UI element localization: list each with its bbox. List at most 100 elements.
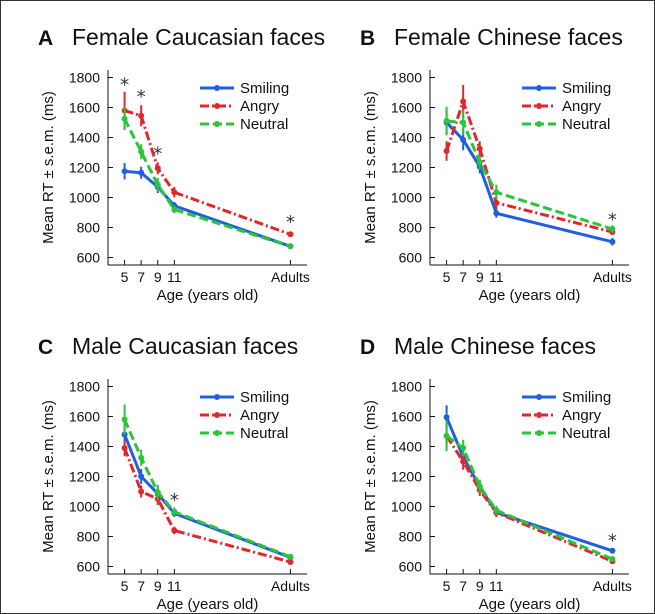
- y-tick-label: 1800: [391, 70, 422, 86]
- series-neutral-point: [609, 556, 616, 562]
- series-neutral-point: [121, 115, 128, 122]
- y-tick-label: 600: [399, 250, 423, 266]
- series-angry-point: [460, 98, 467, 105]
- series-angry-point: [154, 165, 161, 172]
- series-neutral-line: [446, 119, 613, 231]
- x-tick-label: 5: [443, 578, 451, 594]
- panel-letter: D: [360, 336, 375, 359]
- legend-marker-angry: [214, 103, 220, 109]
- y-tick-label: 1000: [391, 499, 422, 515]
- series-smiling-point: [493, 210, 500, 217]
- y-tick-label: 1600: [391, 409, 422, 425]
- x-axis-label: Age (years old): [157, 287, 259, 304]
- x-tick-label: 9: [154, 269, 162, 285]
- y-tick-label: 600: [77, 250, 101, 266]
- series-angry: [121, 439, 294, 565]
- y-tick-label: 1200: [69, 160, 100, 176]
- significance-marker: *: [286, 212, 295, 233]
- series-smiling-point: [138, 169, 145, 176]
- panel-title: Female Caucasian faces: [72, 24, 325, 50]
- x-tick-label: 11: [489, 578, 504, 594]
- x-tick-label: 9: [154, 578, 162, 594]
- series-neutral-point: [443, 433, 450, 439]
- panel-letter: C: [38, 336, 53, 359]
- legend-label-smiling: Smiling: [562, 80, 611, 97]
- x-tick-label: 11: [167, 578, 182, 594]
- panel-letter: B: [360, 27, 375, 50]
- legend-label-angry: Angry: [240, 407, 280, 424]
- significance-marker: *: [608, 531, 617, 552]
- y-tick-label: 1600: [391, 100, 422, 116]
- y-tick-label: 1000: [391, 190, 422, 206]
- legend-label-neutral: Neutral: [240, 425, 288, 442]
- series-smiling-line: [124, 169, 291, 248]
- series-angry-point: [171, 527, 178, 534]
- y-tick-label: 800: [399, 220, 423, 236]
- x-tick-label: 9: [476, 578, 484, 594]
- series-neutral-point: [121, 416, 128, 423]
- y-tick-label: 800: [77, 220, 101, 236]
- y-tick-label: 1400: [391, 130, 422, 146]
- x-tick-label: 5: [121, 269, 129, 285]
- panel-title: Male Chinese faces: [394, 333, 596, 359]
- series-neutral-point: [138, 148, 145, 155]
- significance-marker: *: [120, 75, 129, 96]
- series-neutral: [443, 421, 616, 562]
- panel-title: Male Caucasian faces: [72, 333, 298, 359]
- x-tick-label: 7: [459, 269, 467, 285]
- legend-marker-angry: [536, 412, 542, 418]
- legend-marker-smiling: [214, 394, 220, 400]
- legend-label-smiling: Smiling: [562, 389, 611, 406]
- y-tick-label: 1800: [69, 379, 100, 395]
- series-neutral-point: [154, 489, 161, 496]
- series-neutral-point: [476, 483, 483, 490]
- series-neutral-point: [171, 206, 178, 213]
- x-tick-label: 9: [476, 269, 484, 285]
- legend-marker-smiling: [536, 85, 542, 91]
- chart-panel-b: B Female Chinese faces 600 800 1000 1200 1400 1…: [360, 24, 632, 304]
- series-neutral-point: [287, 553, 294, 560]
- legend-marker-neutral: [214, 121, 220, 127]
- series-smiling-point: [609, 238, 616, 245]
- legend-label-neutral: Neutral: [562, 425, 610, 442]
- panel-title: Female Chinese faces: [394, 24, 623, 50]
- series-neutral-point: [171, 508, 178, 515]
- legend-label-smiling: Smiling: [240, 80, 289, 97]
- series-angry-point: [121, 445, 128, 451]
- significance-marker: *: [137, 87, 146, 108]
- series-neutral: [443, 106, 616, 233]
- series-neutral: [121, 107, 294, 250]
- chart-panel-d: D Male Chinese faces 600 800 1000 1200 1400 160…: [360, 333, 632, 613]
- series-neutral-point: [460, 119, 467, 126]
- x-tick-label: Adults: [271, 578, 310, 594]
- y-axis-label: Mean RT ± s.e.m. (ms): [362, 400, 379, 553]
- x-tick-label: 5: [121, 578, 129, 594]
- series-angry-point: [138, 488, 145, 495]
- series-neutral-point: [138, 454, 145, 461]
- x-tick-label: 7: [459, 578, 467, 594]
- y-axis-label: Mean RT ± s.e.m. (ms): [40, 91, 57, 244]
- legend-marker-angry: [536, 103, 542, 109]
- series-neutral-point: [476, 159, 483, 166]
- series-angry-point: [171, 189, 178, 196]
- y-tick-label: 1800: [69, 70, 100, 86]
- series-neutral-line: [445, 434, 613, 561]
- y-tick-label: 1400: [391, 439, 422, 455]
- legend-marker-angry: [214, 412, 220, 418]
- series-smiling-point: [460, 136, 467, 143]
- series-smiling-point: [443, 414, 450, 421]
- y-tick-label: 1000: [69, 499, 100, 515]
- series-angry-point: [460, 458, 467, 465]
- significance-marker: *: [608, 210, 617, 231]
- y-tick-label: 1600: [69, 100, 100, 116]
- series-neutral-point: [154, 181, 161, 188]
- x-tick-label: 7: [137, 269, 145, 285]
- y-tick-label: 1000: [69, 190, 100, 206]
- series-smiling-point: [121, 168, 128, 175]
- series-smiling-point: [609, 547, 616, 554]
- legend-label-angry: Angry: [240, 98, 280, 115]
- series-angry-point: [476, 145, 483, 152]
- chart-panel-c: C Male Caucasian faces 600 800 1000 1200 1400 1…: [38, 333, 310, 613]
- series-neutral-point: [287, 243, 294, 250]
- series-smiling: [121, 163, 294, 250]
